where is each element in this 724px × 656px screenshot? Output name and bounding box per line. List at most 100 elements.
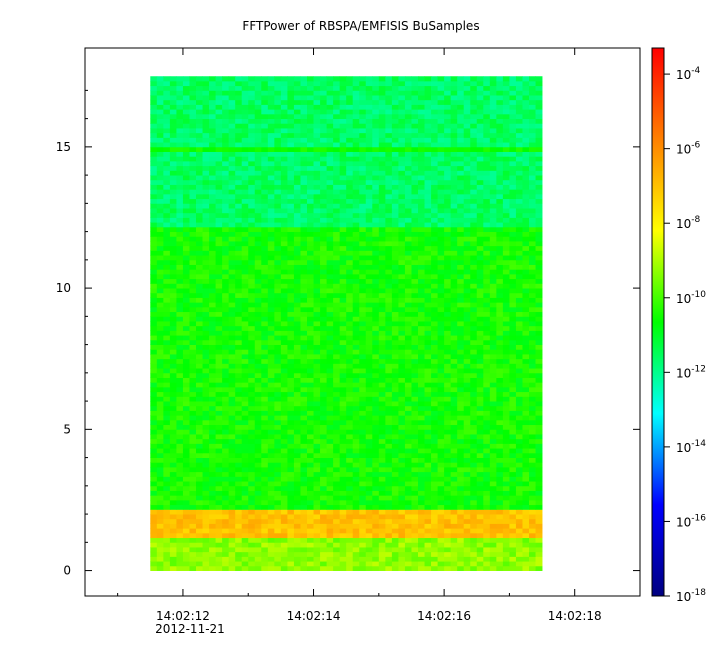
heatmap-cell [509, 495, 517, 501]
heatmap-cell [313, 217, 321, 223]
heatmap-cell [418, 311, 425, 317]
heatmap-cell [418, 499, 425, 506]
heatmap-cell [202, 354, 210, 360]
heatmap-cell [431, 561, 438, 567]
heatmap-cell [365, 368, 373, 374]
heatmap-cell [496, 443, 504, 449]
heatmap-cell [398, 344, 406, 350]
heatmap-cell [215, 175, 223, 181]
heatmap-cell [444, 382, 452, 388]
heatmap-cell [346, 424, 354, 430]
heatmap-cell [437, 547, 445, 553]
heatmap-cell [522, 321, 530, 327]
heatmap-cell [313, 391, 321, 397]
heatmap-cell [476, 485, 484, 491]
heatmap-cell [365, 241, 373, 247]
heatmap-cell [215, 499, 223, 506]
heatmap-cell [169, 471, 177, 477]
heatmap-cell [182, 401, 190, 407]
heatmap-cell [346, 401, 354, 407]
heatmap-cell [450, 302, 458, 308]
heatmap-cell [300, 368, 308, 374]
heatmap-cell [404, 273, 412, 280]
heatmap-cell [431, 565, 438, 571]
heatmap-cell [529, 476, 536, 482]
heatmap-cell [267, 434, 275, 440]
heatmap-cell [333, 208, 341, 214]
heatmap-cell [313, 179, 321, 185]
heatmap-cell [437, 452, 445, 458]
heatmap-cell [261, 396, 269, 402]
heatmap-cell [424, 481, 432, 487]
heatmap-cell [156, 292, 164, 298]
heatmap-cell [476, 302, 484, 308]
heatmap-cell [411, 476, 419, 482]
heatmap-cell [248, 255, 256, 261]
heatmap-cell [313, 382, 321, 388]
heatmap-cell [346, 231, 354, 237]
heatmap-cell [365, 283, 373, 289]
heatmap-cell [150, 335, 158, 341]
heatmap-cell [274, 231, 282, 237]
heatmap-cell [228, 175, 236, 181]
heatmap-cell [333, 203, 341, 209]
heatmap-cell [274, 363, 282, 369]
heatmap-cell [202, 175, 210, 181]
heatmap-cell [522, 311, 530, 317]
heatmap-cell [163, 551, 171, 557]
heatmap-cell [529, 542, 536, 548]
heatmap-cell [300, 396, 308, 402]
heatmap-cell [359, 443, 367, 449]
heatmap-cell [404, 250, 412, 256]
heatmap-cell [267, 302, 275, 308]
heatmap-cell [385, 363, 393, 369]
heatmap-cell [228, 481, 236, 487]
heatmap-cell [326, 471, 334, 477]
heatmap-cell [196, 504, 203, 510]
heatmap-cell [483, 245, 491, 251]
heatmap-cell [182, 288, 190, 294]
heatmap-cell [163, 462, 171, 468]
heatmap-cell [169, 278, 177, 284]
heatmap-cell [241, 245, 249, 251]
heatmap-cell [313, 424, 321, 430]
heatmap-cell [496, 509, 504, 515]
heatmap-cell [267, 514, 275, 520]
heatmap-cell [431, 471, 438, 477]
heatmap-cell [280, 311, 288, 317]
heatmap-cell [489, 212, 497, 218]
heatmap-cell [228, 259, 236, 265]
heatmap-cell [189, 561, 197, 567]
heatmap-cell [470, 264, 478, 270]
heatmap-cell [398, 179, 406, 185]
heatmap-cell [522, 344, 530, 350]
heatmap-cell [378, 189, 386, 195]
heatmap-cell [248, 514, 256, 520]
heatmap-cell [483, 382, 491, 388]
heatmap-cell [391, 339, 399, 345]
heatmap-cell [404, 556, 412, 562]
heatmap-cell [307, 226, 314, 233]
heatmap-cell [522, 386, 530, 393]
heatmap-cell [411, 358, 419, 364]
heatmap-cell [457, 457, 465, 463]
heatmap-cell [431, 255, 438, 261]
heatmap-cell [169, 377, 177, 383]
heatmap-cell [496, 368, 504, 374]
heatmap-cell [515, 452, 523, 458]
heatmap-cell [254, 222, 262, 228]
heatmap-cell [320, 189, 327, 195]
heatmap-cell [222, 222, 230, 228]
heatmap-cell [404, 424, 412, 430]
heatmap-cell [176, 368, 184, 374]
heatmap-cell [365, 434, 373, 440]
heatmap-cell [189, 175, 197, 181]
heatmap-cell [352, 410, 360, 416]
heatmap-cell [450, 495, 458, 501]
heatmap-cell [156, 419, 164, 426]
heatmap-cell [241, 424, 249, 430]
heatmap-cell [463, 283, 471, 289]
heatmap-cell [274, 217, 282, 223]
heatmap-cell [470, 523, 478, 529]
heatmap-cell [463, 429, 471, 435]
